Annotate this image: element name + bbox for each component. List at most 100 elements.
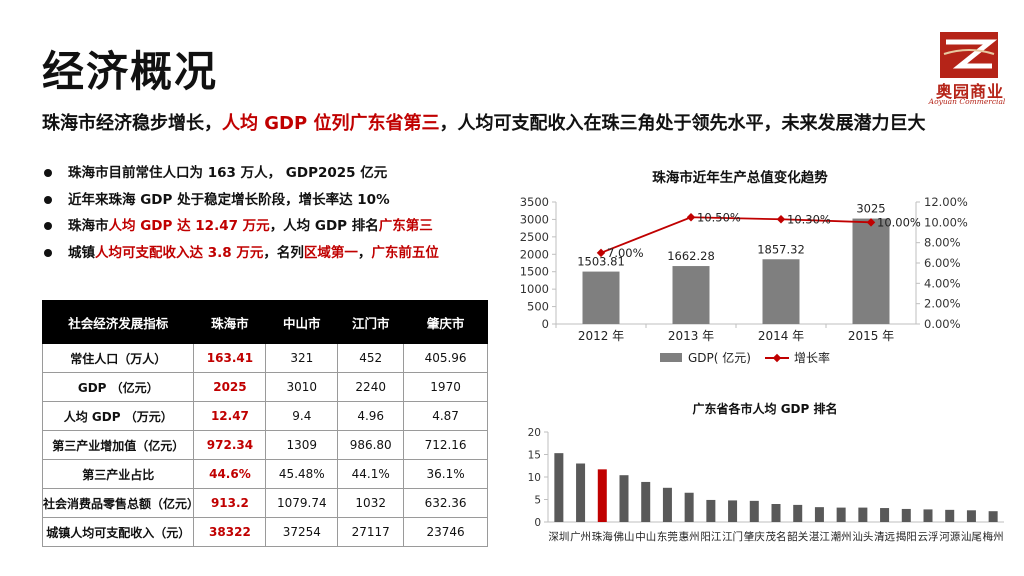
city-label: 汕尾 bbox=[961, 531, 982, 543]
table-row: 社会消费品零售总额（亿元） 913.2 1079.74 1032 632.36 bbox=[41, 488, 488, 518]
y-tick-label: 20 bbox=[528, 427, 541, 439]
city-bar bbox=[706, 499, 716, 522]
city-label: 清远 bbox=[874, 530, 895, 543]
table-cell: 321 bbox=[265, 343, 339, 373]
row-label-cell: 第三产业占比 bbox=[41, 459, 195, 489]
table-cell: 712.16 bbox=[403, 430, 488, 460]
growth-rate-label: 10.50% bbox=[697, 210, 741, 224]
row-label-cell: 社会消费品零售总额（亿元） bbox=[41, 488, 199, 518]
right-tick-label: 6.00% bbox=[924, 256, 961, 270]
city-bar bbox=[619, 475, 629, 522]
city-label: 湛江 bbox=[809, 531, 830, 543]
table-header-cell: 江门市 bbox=[337, 300, 405, 344]
city-label: 江门 bbox=[722, 530, 743, 543]
bullet-text: ，名列 bbox=[263, 244, 304, 261]
city-label: 茂名 bbox=[766, 530, 787, 543]
table-row: GDP （亿元） 2025 3010 2240 1970 bbox=[41, 372, 488, 402]
table-row: 城镇人均可支配收入（元） 38322 37254 27117 23746 bbox=[41, 517, 488, 547]
left-tick-label: 3000 bbox=[520, 212, 549, 226]
bullet-highlight-text: 区域第一 bbox=[303, 244, 358, 261]
city-bar bbox=[880, 508, 890, 522]
table-cell: 44.1% bbox=[337, 459, 405, 489]
city-bar bbox=[836, 507, 846, 522]
city-label: 揭阳 bbox=[896, 530, 917, 543]
bullet-text: 珠海市目前常住人口为 163 万人， GDP2025 亿元 bbox=[68, 165, 388, 181]
table-cell: 38322 bbox=[193, 517, 267, 547]
growth-rate-line bbox=[600, 216, 872, 254]
city-bar bbox=[988, 511, 998, 522]
city-bar bbox=[662, 487, 672, 522]
gdp-chart-title: 珠海市近年生产总值变化趋势 bbox=[652, 170, 828, 186]
city-bar bbox=[771, 504, 781, 522]
right-tick-label: 2.00% bbox=[924, 297, 961, 311]
y-tick-label: 10 bbox=[528, 472, 541, 484]
bullet-list: 珠海市目前常住人口为 163 万人， GDP2025 亿元近年来珠海 GDP 处… bbox=[42, 160, 482, 266]
legend-growth-marker bbox=[772, 353, 782, 363]
gdp-bar-label: 1503.81 bbox=[577, 255, 625, 269]
city-label: 肇庆 bbox=[744, 530, 765, 543]
growth-rate-label: 10.30% bbox=[787, 212, 831, 226]
left-tick-label: 500 bbox=[527, 300, 549, 314]
left-tick-label: 0 bbox=[542, 317, 549, 331]
city-label: 惠州 bbox=[679, 530, 700, 543]
table-cell: 36.1% bbox=[403, 459, 488, 489]
bullet-item: 近年来珠海 GDP 处于稳定增长阶段，增长率达 10% bbox=[42, 187, 482, 214]
table-cell: 4.96 bbox=[337, 401, 405, 431]
city-bar bbox=[858, 507, 868, 522]
city-label: 河源 bbox=[939, 530, 960, 543]
city-label: 深圳 bbox=[548, 531, 569, 543]
table-cell: 3010 bbox=[265, 372, 339, 402]
bullet-text: ， bbox=[357, 244, 372, 261]
bullet-highlight-text: 广东第三 bbox=[378, 218, 433, 234]
table-cell: 4.87 bbox=[403, 401, 488, 431]
city-bar bbox=[641, 481, 651, 522]
y-tick-label: 5 bbox=[534, 495, 541, 507]
city-label: 云浮 bbox=[918, 531, 939, 543]
x-tick-label: 2015 年 bbox=[848, 329, 894, 343]
city-bar bbox=[793, 504, 803, 522]
left-tick-label: 2500 bbox=[520, 230, 549, 244]
table-cell: 44.6% bbox=[193, 459, 267, 489]
right-tick-label: 0.00% bbox=[924, 317, 961, 331]
subtitle: 珠海市经济稳步增长，人均 GDP 位列广东省第三，人均可支配收入在珠三角处于领先… bbox=[42, 110, 972, 137]
city-label: 珠海 bbox=[592, 530, 613, 543]
city-label: 潮州 bbox=[831, 530, 852, 543]
legend-growth-label: 增长率 bbox=[794, 350, 830, 365]
table-header-cell: 社会经济发展指标 bbox=[41, 300, 195, 344]
table-header-cell: 中山市 bbox=[265, 300, 339, 344]
x-tick-label: 2013 年 bbox=[668, 329, 714, 343]
x-tick-label: 2014 年 bbox=[758, 329, 804, 343]
bullet-highlight-text: 人均可支配收入达 3.8 万元 bbox=[95, 244, 264, 261]
city-label: 阳江 bbox=[700, 531, 721, 543]
row-label-cell: 城镇人均可支配收入（元） bbox=[41, 517, 195, 547]
table-header-cell: 肇庆市 bbox=[403, 300, 488, 344]
city-label: 中山 bbox=[635, 530, 656, 543]
table-cell: 27117 bbox=[337, 517, 405, 547]
table-cell: 2240 bbox=[337, 372, 405, 402]
table-header-cell: 珠海市 bbox=[193, 300, 267, 344]
city-bar bbox=[728, 500, 738, 522]
city-label: 东莞 bbox=[657, 530, 678, 543]
city-bar bbox=[814, 507, 824, 522]
left-tick-label: 1500 bbox=[520, 265, 549, 279]
gdp-bar-label: 3025 bbox=[856, 202, 885, 216]
y-tick-label: 0 bbox=[534, 517, 541, 529]
growth-rate-label: 10.00% bbox=[877, 215, 921, 229]
logo-cn-text: 奥园商业 bbox=[935, 82, 1004, 101]
city-bar bbox=[945, 509, 955, 522]
city-label: 广州 bbox=[570, 531, 591, 543]
growth-rate-label: 7.00% bbox=[607, 246, 644, 260]
gdp-bar bbox=[582, 271, 620, 324]
gdp-bar-label: 1857.32 bbox=[757, 242, 805, 256]
subtitle-part3: ，人均可支配收入在珠三角处于领先水平，未来发展潜力巨大 bbox=[439, 113, 926, 134]
city-label: 汕头 bbox=[852, 531, 873, 543]
table-cell: 1032 bbox=[337, 488, 405, 518]
city-label: 佛山 bbox=[614, 530, 635, 543]
bullet-text: ，人均 GDP 排名 bbox=[269, 218, 379, 234]
right-tick-label: 8.00% bbox=[924, 236, 961, 250]
subtitle-part1: 珠海市经济稳步增长， bbox=[42, 113, 222, 134]
table-row: 第三产业增加值（亿元） 972.34 1309 986.80 712.16 bbox=[41, 430, 488, 460]
logo-en-text: Aoyuan Commercial bbox=[928, 97, 1006, 106]
